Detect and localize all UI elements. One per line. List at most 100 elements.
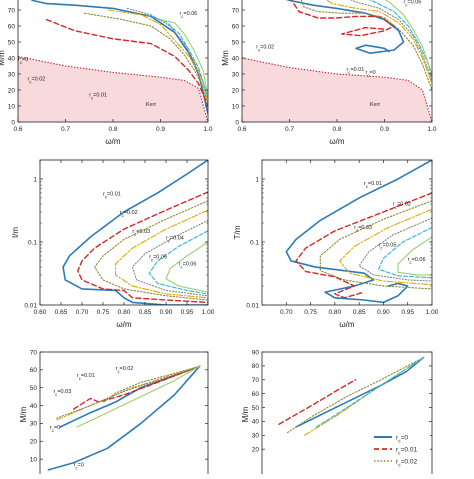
y-tick-label: 0.01 bbox=[24, 302, 37, 309]
y-tick-label: 0 bbox=[11, 119, 15, 126]
series-line-r-c-0-01 bbox=[290, 0, 395, 37]
y-tick-label: 70 bbox=[30, 349, 38, 356]
annotation-label: rc=0.06 bbox=[404, 0, 422, 7]
x-tick-label: 1.00 bbox=[202, 309, 215, 316]
plot-area bbox=[278, 356, 425, 436]
x-tick-label: 0.6 bbox=[237, 126, 246, 133]
x-tick-label: 0.85 bbox=[353, 309, 366, 316]
series-line-r-c-0 bbox=[285, 0, 405, 54]
y-tick-label: 50 bbox=[8, 39, 16, 46]
y-tick-label: 30 bbox=[30, 421, 38, 428]
annotation-label: rc=0.03 bbox=[354, 225, 372, 233]
x-tick-label: 1.0 bbox=[427, 126, 436, 133]
y-axis-label: T/m bbox=[233, 225, 242, 239]
plot-area bbox=[242, 0, 432, 122]
series-line-r-c-0-02 bbox=[286, 357, 425, 434]
y-tick-label: 30 bbox=[232, 71, 240, 78]
series-line-r-c-0-03 bbox=[325, 0, 432, 85]
y-tick-label: 40 bbox=[252, 419, 260, 426]
series-line-r-c-0-01 bbox=[295, 192, 432, 299]
annotation-label: rc=0.04 bbox=[166, 235, 184, 243]
x-tick-label: 0.9 bbox=[156, 126, 165, 133]
annotation-label: rc=0.06 bbox=[180, 11, 198, 18]
series-line-r-c-0 bbox=[47, 365, 201, 471]
plot-area bbox=[285, 160, 432, 304]
annotation-label: rc=0 bbox=[74, 462, 84, 470]
series-line-r-c-0-05 bbox=[148, 230, 208, 295]
annotation-label: rc=0 bbox=[50, 425, 60, 433]
x-axis-label: ω/m bbox=[329, 137, 344, 146]
y-tick-label: 40 bbox=[8, 55, 16, 62]
legend-label: rc=0.02 bbox=[396, 459, 417, 469]
annotation-label: rc=0.02 bbox=[116, 366, 134, 374]
series-line-r-c-0-01 bbox=[278, 379, 357, 425]
series-line-r-c-0-04 bbox=[358, 217, 432, 282]
y-tick-label: 20 bbox=[30, 439, 38, 446]
annotation-label: rc=0.01 bbox=[89, 92, 107, 100]
x-tick-label: 0.90 bbox=[160, 309, 173, 316]
y-tick-label: 60 bbox=[252, 391, 260, 398]
x-axis-label: ω/m bbox=[339, 320, 354, 329]
y-axis-label-group: M/m bbox=[0, 50, 6, 66]
annotation-label: rc=0.06 bbox=[408, 257, 426, 265]
x-tick-label: 0.70 bbox=[76, 309, 89, 316]
series-line-r-c-0-05 bbox=[378, 226, 432, 279]
x-tick-label: 0.7 bbox=[61, 126, 70, 133]
series-line-r-c-0-06 bbox=[397, 236, 432, 276]
x-axis-label: ω/m bbox=[105, 137, 120, 146]
y-axis-label-group: T/m bbox=[233, 225, 242, 239]
x-tick-label: 1.00 bbox=[426, 309, 439, 316]
series-line-r-c-0-01 bbox=[77, 191, 208, 304]
series-line-r-c-0-06 bbox=[159, 19, 208, 97]
series-line-r-c-0-04 bbox=[56, 365, 201, 419]
y-tick-label: 60 bbox=[30, 367, 38, 374]
panel-bottom-left: rc=0.02 rc=0.01 rc=0.03 rc=0 rc=0 10 20 30 40 50 6… bbox=[19, 349, 209, 478]
series-line-r-c-0-06 bbox=[76, 365, 201, 428]
annotation-label: rc=0.01 bbox=[77, 373, 95, 381]
y-tick-label: 10 bbox=[30, 456, 38, 463]
kerr-boundary bbox=[242, 57, 432, 122]
series-line-r-c-0-03 bbox=[339, 208, 432, 286]
region-label: Kerr bbox=[146, 102, 157, 108]
legend-label: rc=0 bbox=[396, 435, 408, 445]
y-tick-label: 40 bbox=[232, 55, 240, 62]
y-tick-label: 20 bbox=[8, 87, 16, 94]
series-line-r-c-0-04 bbox=[131, 219, 208, 297]
x-tick-label: 0.60 bbox=[34, 309, 47, 316]
y-tick-label: 70 bbox=[8, 7, 16, 14]
annotation-label: rc=0 bbox=[366, 70, 376, 78]
y-axis-label: M/m bbox=[221, 50, 230, 66]
legend-label: rc=0.01 bbox=[396, 447, 417, 457]
plot-area bbox=[18, 0, 208, 122]
y-tick-label: 1 bbox=[33, 176, 37, 183]
y-tick-label: 0.1 bbox=[28, 239, 37, 246]
x-tick-label: 0.75 bbox=[97, 309, 110, 316]
y-tick-label: 0.01 bbox=[246, 302, 259, 309]
y-tick-label: 20 bbox=[252, 447, 260, 454]
x-tick-label: 0.9 bbox=[380, 126, 389, 133]
y-axis-label: M/m bbox=[19, 406, 28, 422]
annotation-label: rc=0.02 bbox=[28, 76, 46, 84]
y-axis-label-group: M/m bbox=[241, 406, 250, 422]
series-line-r-c-0-05 bbox=[368, 0, 432, 78]
plot-area bbox=[62, 160, 208, 305]
series-line-r-c-0-02 bbox=[94, 200, 208, 301]
annotation-label: rc=0.01 bbox=[364, 181, 382, 189]
series-line-r-c-0 bbox=[295, 356, 425, 428]
series-line-r-c-0-04 bbox=[349, 0, 432, 81]
x-tick-label: 0.80 bbox=[118, 309, 131, 316]
y-tick-label: 30 bbox=[8, 71, 16, 78]
y-tick-label: 60 bbox=[232, 23, 240, 30]
series-line-r-c-0-06 bbox=[384, 0, 432, 75]
series-line-r-c-0 bbox=[62, 160, 208, 305]
y-tick-label: 10 bbox=[232, 103, 240, 110]
series-line-r-c-0-03 bbox=[115, 209, 208, 299]
annotation-label: rc=0.06 bbox=[179, 262, 197, 270]
y-tick-label: 70 bbox=[232, 7, 240, 14]
series-line-r-c-0-06 bbox=[165, 241, 208, 293]
series-line-r-c-0-02 bbox=[300, 0, 432, 91]
y-tick-label: 50 bbox=[252, 405, 260, 412]
annotation-label: rc=0.05 bbox=[149, 254, 167, 262]
y-tick-label: 60 bbox=[8, 23, 16, 30]
